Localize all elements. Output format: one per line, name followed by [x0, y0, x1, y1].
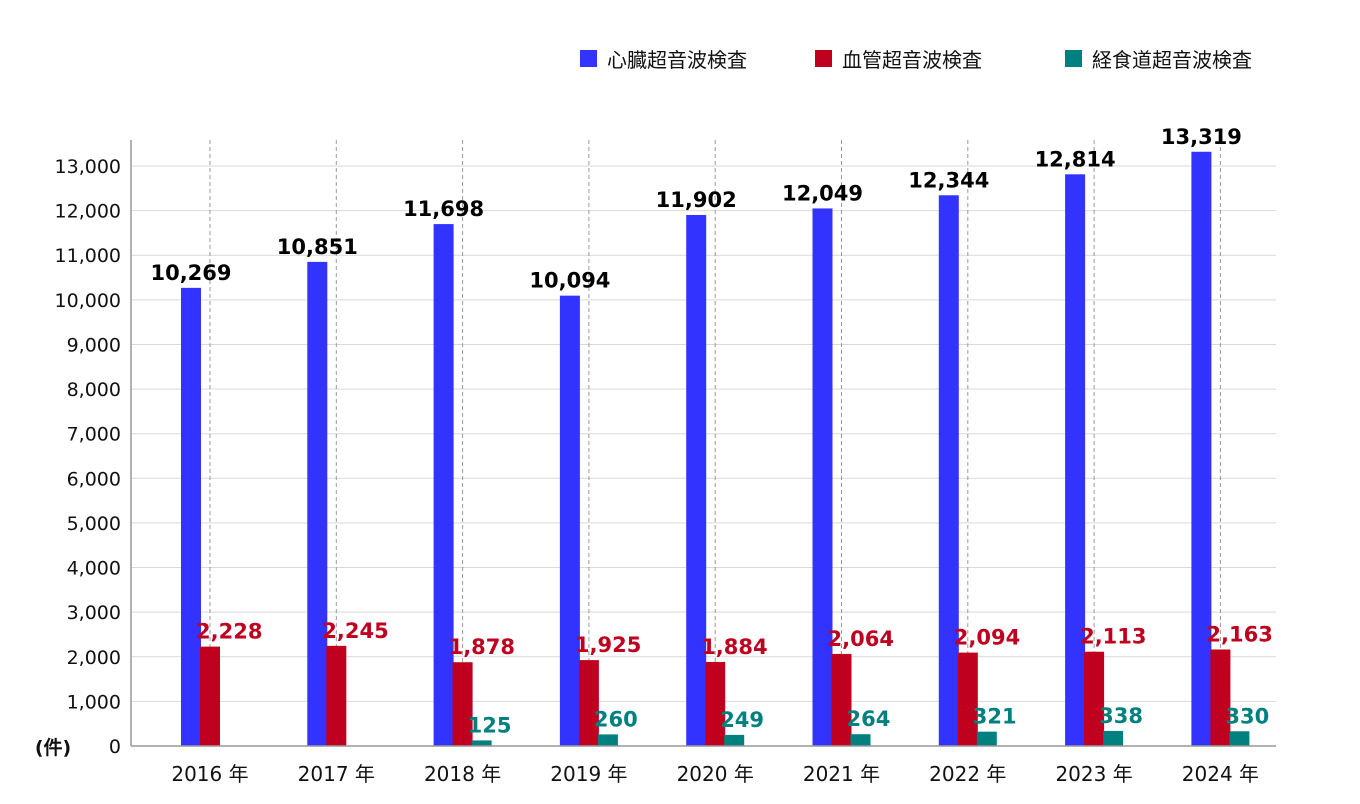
bar [976, 731, 997, 746]
data-label: 125 [468, 713, 512, 737]
y-tick-label: 2,000 [67, 647, 121, 669]
bar [686, 214, 707, 747]
data-label: 10,094 [529, 269, 610, 293]
bar [1191, 151, 1212, 746]
y-tick-label: 12,000 [55, 201, 121, 223]
bar [307, 261, 328, 746]
bar [850, 734, 871, 746]
bar [578, 660, 599, 746]
data-label: 12,344 [908, 168, 989, 192]
legend-swatch-transesophageal [1065, 50, 1082, 67]
data-label: 1,925 [575, 633, 641, 657]
bar [326, 645, 347, 746]
bar [1210, 649, 1231, 746]
data-label: 264 [847, 707, 891, 731]
bar [433, 224, 454, 746]
data-label: 2,163 [1206, 622, 1272, 646]
y-tick-label: 4,000 [67, 558, 121, 580]
data-label: 1,878 [449, 635, 515, 659]
bar [1103, 730, 1124, 746]
x-tick-label: 2019 年 [550, 762, 627, 786]
x-tick-label: 2017 年 [298, 762, 375, 786]
y-tick-label: 7,000 [67, 424, 121, 446]
y-tick-label: 6,000 [67, 468, 121, 490]
data-label: 10,269 [150, 261, 231, 285]
bar [200, 646, 220, 746]
y-tick-label: 8,000 [67, 379, 121, 401]
bar [724, 734, 745, 746]
x-tick-label: 2020 年 [677, 762, 754, 786]
legend-swatch-cardiac [580, 50, 597, 67]
bar [597, 734, 618, 746]
bar [812, 208, 833, 747]
legend-item-vascular: 血管超音波検査 [815, 44, 982, 73]
bar [938, 195, 959, 746]
y-tick-label: 9,000 [67, 334, 121, 356]
data-label: 10,851 [277, 235, 358, 259]
x-tick-label: 2023 年 [1055, 762, 1132, 786]
data-label: 11,902 [656, 188, 737, 212]
x-tick-label: 2018 年 [424, 762, 501, 786]
bar [559, 295, 580, 746]
y-axis-unit-label: (件) [35, 736, 71, 759]
legend-label-cardiac: 心臓超音波検査 [607, 48, 747, 72]
y-tick-label: 13,000 [55, 156, 121, 178]
bar [831, 653, 852, 746]
legend-swatch-vascular [815, 50, 832, 67]
bar [1084, 651, 1105, 746]
data-label-layer: 10,269 10,851 11,698 10,094 11,902 12,049 12,3… [150, 125, 1272, 738]
data-label: 338 [1099, 704, 1143, 728]
data-label: 321 [973, 705, 1017, 729]
y-tick-label: 3,000 [67, 602, 121, 624]
bar [181, 287, 201, 746]
x-tick-label: 2021 年 [803, 762, 880, 786]
data-label: 1,884 [701, 635, 767, 659]
data-label: 12,049 [782, 181, 863, 205]
bar [705, 661, 726, 746]
x-tick-label: 2016 年 [171, 762, 248, 786]
y-tick-label: 5,000 [67, 513, 121, 535]
data-label: 12,814 [1035, 147, 1116, 171]
data-label: 2,228 [196, 620, 262, 644]
legend-label-transesophageal: 経食道超音波検査 [1092, 48, 1252, 72]
legend: 心臓超音波検査 血管超音波検査 経食道超音波検査 [0, 44, 1360, 74]
data-label: 11,698 [403, 197, 484, 221]
bar-layer [181, 151, 1250, 747]
data-label: 2,113 [1080, 625, 1146, 649]
bar [471, 740, 492, 746]
data-label: 2,064 [828, 627, 894, 651]
legend-item-transesophageal: 経食道超音波検査 [1065, 44, 1252, 73]
category-guide-layer [209, 140, 1221, 746]
data-label: 13,319 [1161, 125, 1242, 149]
bar [957, 652, 978, 746]
x-tick-label: 2022 年 [929, 762, 1006, 786]
bar [1229, 731, 1250, 746]
y-tick-label: 10,000 [55, 290, 121, 312]
data-label: 2,094 [954, 626, 1020, 650]
data-label: 330 [1225, 704, 1269, 728]
bar [452, 662, 473, 746]
y-tick-label: 1,000 [67, 691, 121, 713]
data-label: 249 [720, 708, 764, 732]
legend-label-vascular: 血管超音波検査 [842, 48, 982, 72]
x-tick-label: 2024 年 [1182, 762, 1259, 786]
data-label: 260 [594, 707, 638, 731]
data-label: 2,245 [322, 619, 388, 643]
y-tick-label: 11,000 [55, 245, 121, 267]
bar [1065, 174, 1086, 746]
legend-item-cardiac: 心臓超音波検査 [580, 44, 747, 73]
y-tick-label: 0 [109, 736, 121, 758]
axis-layer: 0 1,000 2,000 3,000 4,000 5,000 6,000 7,000 8,00… [55, 140, 1276, 786]
